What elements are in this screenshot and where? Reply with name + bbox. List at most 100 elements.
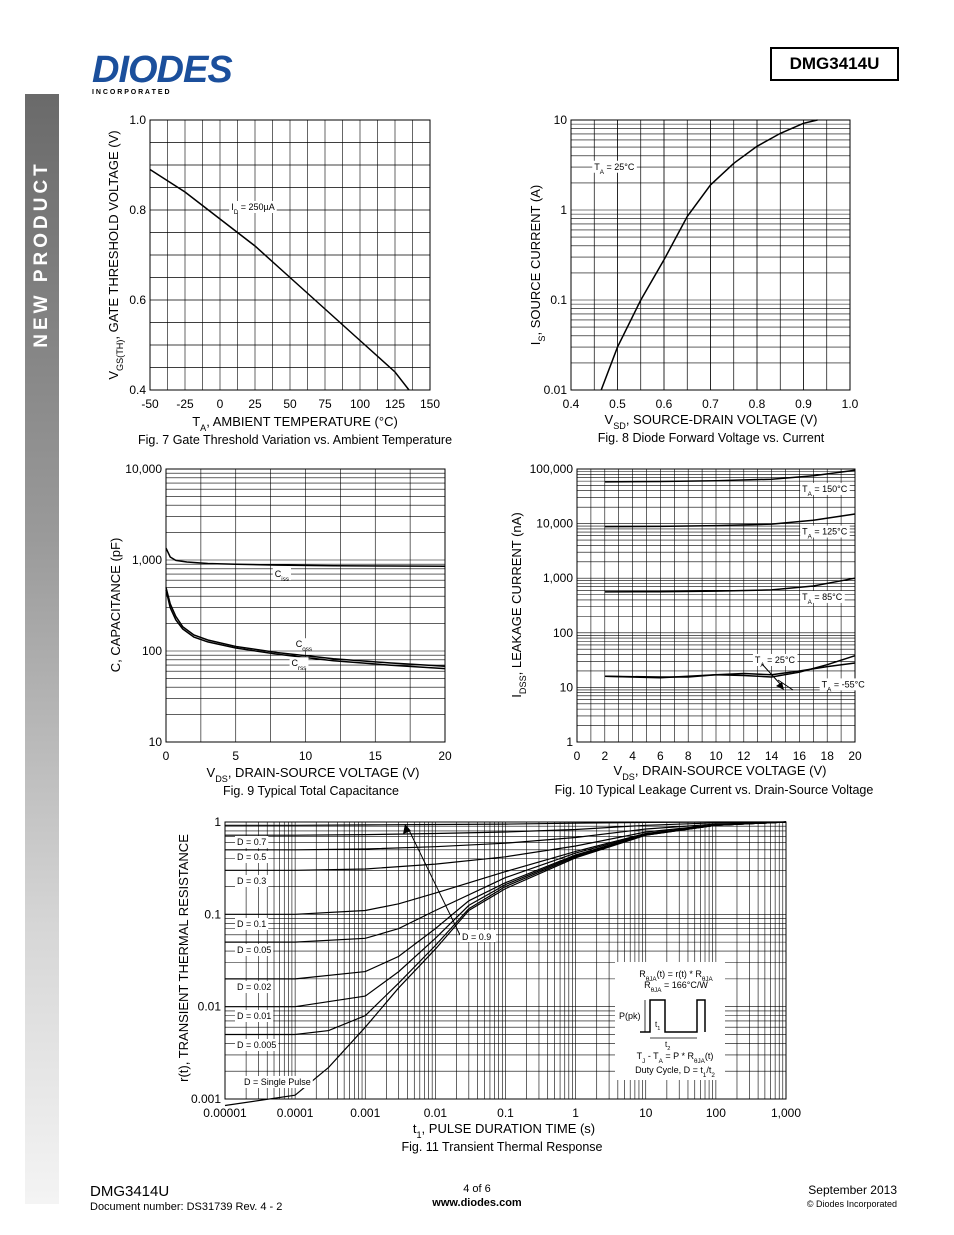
fig11-annotation-9: D = 0.9 — [462, 932, 491, 942]
fig10-series-0 — [604, 469, 856, 483]
fig10-xtick-label: 4 — [629, 749, 636, 763]
fig9-grid — [165, 468, 446, 743]
fig9-xtick-label: 5 — [232, 749, 239, 763]
fig7-xtick-label: 150 — [420, 397, 440, 411]
fig10-annotation-bg — [800, 482, 850, 495]
fig11-inset-rth-line2: RθJA = 166°C/W — [644, 980, 708, 994]
fig11-series-1 — [225, 821, 787, 836]
fig11-series-2 — [225, 821, 787, 851]
fig11-inset-rth-line1: RθJA(t) = r(t) * RθJA — [639, 969, 713, 983]
fig10-series-4 — [604, 654, 856, 678]
fig7-chart: -50 -25 0 25 50 75 100 125 150 0.4 0.6 0.8 1.0 TA, AM… — [106, 113, 452, 447]
fig10-annotation-bg — [819, 678, 868, 691]
fig11-annotation-bg — [235, 1039, 279, 1051]
fig9-ytick-label: 10 — [149, 735, 163, 749]
fig11-annotation-bg — [460, 930, 496, 942]
fig10-xtick-label: 8 — [685, 749, 692, 763]
fig7-annotation-0: ID = 250µA — [231, 202, 275, 216]
fig11-xtick-label: 0.01 — [424, 1106, 448, 1120]
fig11-annotation-2: D = 0.3 — [237, 876, 266, 886]
fig7-ytick-label: 1.0 — [129, 113, 146, 127]
fig11-title: Fig. 11 Transient Thermal Response — [401, 1140, 602, 1154]
fig9-frame — [165, 468, 446, 743]
svg-text:DIODES: DIODES — [92, 50, 232, 91]
fig11-annotation-bg — [235, 836, 269, 848]
fig9-ytick-label: 1,000 — [132, 553, 162, 567]
fig9-series-2 — [165, 589, 446, 670]
footer-doc-number: Document number: DS31739 Rev. 4 - 2 — [90, 1201, 283, 1213]
fig8-xtick-label: 1.0 — [842, 397, 859, 411]
fig10-ylabel: IDSS, LEAKAGE CURRENT (nA) — [509, 512, 528, 697]
footer-part-number: DMG3414U — [90, 1183, 170, 1200]
footer-website[interactable]: www.diodes.com — [432, 1197, 522, 1209]
fig9-annotation-1: Coss — [296, 639, 312, 653]
fig11-xtick-label: 0.1 — [497, 1106, 514, 1120]
fig9-annotation-bg — [272, 568, 292, 581]
fig11-annotation-bg — [242, 1076, 313, 1088]
fig7-title: Fig. 7 Gate Threshold Variation vs. Ambi… — [138, 433, 452, 447]
fig11-inset-bg — [615, 962, 725, 1080]
fig11-xtick-label: 10 — [639, 1106, 653, 1120]
fig8-frame — [570, 119, 851, 391]
fig11-inset-ppk-label: P(pk) — [619, 1011, 641, 1021]
fig8-title: Fig. 8 Diode Forward Voltage vs. Current — [598, 431, 825, 445]
fig11-ytick-label: 0.01 — [198, 1000, 222, 1014]
fig10-xtick-label: 0 — [574, 749, 581, 763]
fig11-annotation-bg — [235, 875, 269, 887]
fig11-chart: 0.00001 0.0001 0.001 0.01 0.1 1 10 100 1,000 0.00… — [176, 815, 801, 1154]
fig9-ytick-label: 10,000 — [125, 462, 162, 476]
fig9-ytick-label: 100 — [142, 644, 162, 658]
fig11-xtick-label: 1 — [572, 1106, 579, 1120]
fig7-ytick-label: 0.8 — [129, 203, 146, 217]
fig9-xtick-label: 10 — [299, 749, 313, 763]
fig10-xtick-label: 16 — [793, 749, 807, 763]
fig9-annotation-bg — [289, 657, 309, 670]
fig9-ylabel: C, CAPACITANCE (pF) — [108, 538, 123, 673]
fig8-annotation-0: TA = 25°C — [594, 162, 635, 176]
fig9-series-0 — [165, 547, 446, 567]
fig7-xtick-label: 75 — [318, 397, 332, 411]
fig11-inset-t2: t2 — [665, 1040, 670, 1052]
fig10-xtick-label: 18 — [821, 749, 835, 763]
fig8-xtick-label: 0.6 — [656, 397, 673, 411]
fig11-annotation-8: D = Single Pulse — [244, 1077, 311, 1087]
fig8-xtick-label: 0.5 — [609, 397, 626, 411]
fig11-ytick-label: 1 — [214, 815, 221, 829]
fig11-xtick-label: 0.00001 — [203, 1106, 247, 1120]
fig9-xlabel: VDS, DRAIN-SOURCE VOLTAGE (V) — [207, 765, 420, 784]
fig8-annotation-bg — [592, 160, 637, 173]
fig9-annotation-bg — [293, 638, 315, 651]
fig7-ytick-label: 0.6 — [129, 293, 146, 307]
fig7-xtick-label: 50 — [283, 397, 297, 411]
fig11-grid — [224, 821, 787, 1100]
fig8-xtick-label: 0.7 — [702, 397, 719, 411]
fig10-ytick-label: 100,000 — [530, 462, 574, 476]
fig11-xtick-label: 1,000 — [771, 1106, 801, 1120]
fig8-xtick-label: 0.8 — [749, 397, 766, 411]
fig11-annotation-bg — [235, 1010, 274, 1022]
fig9-xtick-label: 15 — [369, 749, 383, 763]
fig10-ytick-label: 1,000 — [543, 571, 573, 585]
fig11-series-9 — [224, 821, 787, 1107]
fig10-title: Fig. 10 Typical Leakage Current vs. Drai… — [555, 783, 874, 797]
fig11-ytick-label: 0.001 — [191, 1092, 221, 1106]
fig7-xlabel: TA, AMBIENT TEMPERATURE (°C) — [192, 414, 398, 433]
fig11-series-3 — [225, 821, 787, 871]
fig11-annotation-3: D = 0.1 — [237, 919, 266, 929]
fig7-xtick-label: -50 — [141, 397, 159, 411]
fig11-ytick-label: 0.1 — [204, 907, 221, 921]
fig11-xtick-label: 100 — [706, 1106, 726, 1120]
fig11-annotation-6: D = 0.01 — [237, 1011, 271, 1021]
fig10-annotation-bg — [800, 525, 850, 538]
fig10-series-1 — [604, 513, 856, 528]
fig8-ytick-label: 0.1 — [550, 293, 567, 307]
fig10-xtick-label: 20 — [848, 749, 862, 763]
fig11-annotation-4: D = 0.05 — [237, 945, 271, 955]
fig10-xtick-label: 10 — [709, 749, 723, 763]
fig7-ytick-label: 0.4 — [129, 383, 146, 397]
fig9-annotation-2: Crss — [292, 658, 307, 672]
fig11-d09-arrowhead — [403, 824, 411, 834]
fig7-xtick-label: 125 — [385, 397, 405, 411]
diodes-logo: DIODES I N C O R P O R A T E D — [92, 50, 233, 96]
sidebar-band — [25, 94, 59, 1204]
